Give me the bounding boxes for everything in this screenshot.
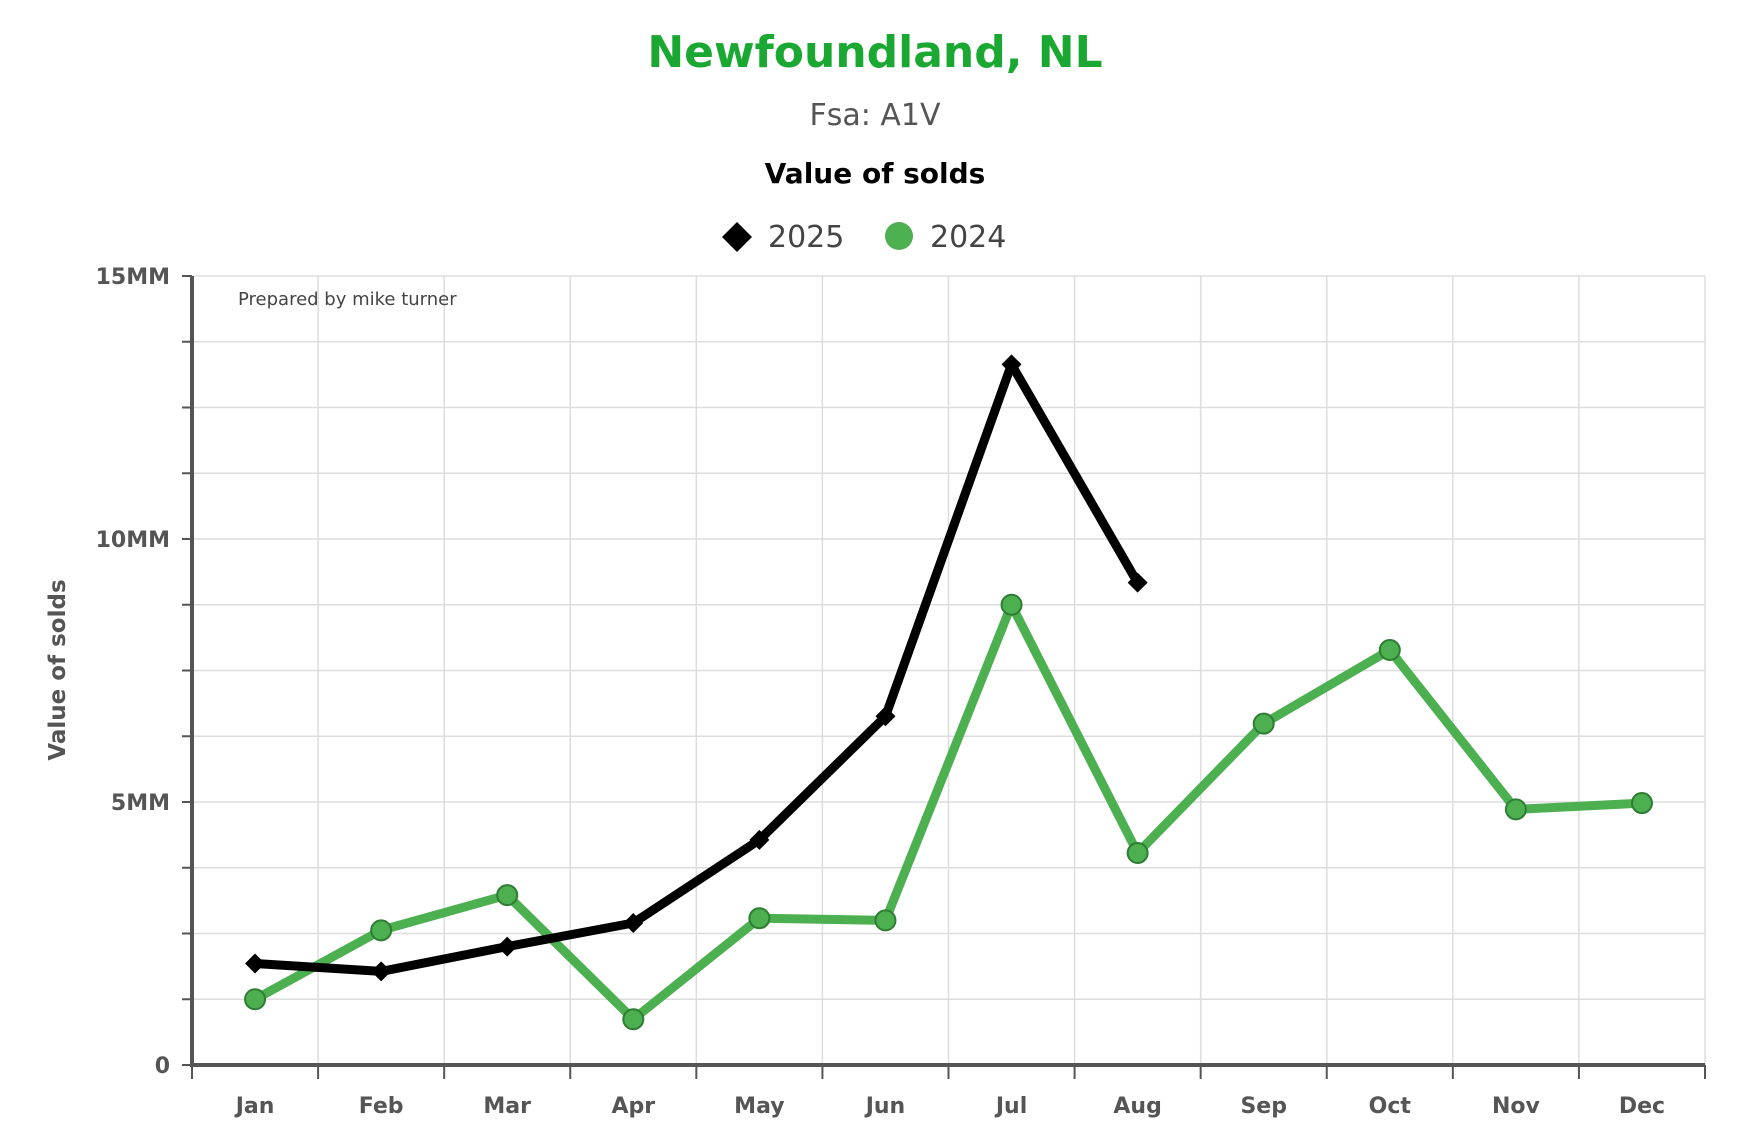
data-point-2024-Sep[interactable] [1252,712,1275,735]
chart-subtitle: Fsa: A1V [809,98,941,133]
x-tick-label: Dec [1619,1094,1665,1119]
legend-circle-icon [885,222,913,250]
legend-diamond-icon [722,222,752,252]
x-tick-label: Aug [1113,1094,1161,1119]
y-tick-label: 15MM [96,265,170,290]
grid [191,275,1706,1066]
data-point-2024-Jan[interactable] [244,988,267,1011]
series-2024 [244,593,1653,1031]
data-point-2025-May[interactable] [749,829,770,850]
data-point-2024-May[interactable] [748,907,771,930]
x-tick-label: Mar [483,1094,531,1119]
legend-item-2025[interactable]: 2025 [722,220,844,255]
axes: 0 5MM 10MM 15MM Jan Feb Mar Apr May Jun Jul Aug Sep O… [96,265,1706,1119]
y-tick-label: 5MM [111,791,170,816]
y-tick-label: 0 [155,1054,170,1079]
data-point-2024-Aug[interactable] [1126,842,1149,865]
x-tick-label: Sep [1240,1094,1287,1119]
x-tick-label: Nov [1492,1094,1541,1119]
data-point-2025-Aug[interactable] [1127,572,1148,593]
legend-item-2024[interactable]: 2024 [885,220,1006,255]
x-tick-label: Apr [611,1094,655,1119]
y-tick-label: 10MM [96,528,170,553]
data-point-2024-Mar[interactable] [496,884,519,907]
series-line-2024 [250,600,1647,1024]
data-point-2024-Apr[interactable] [622,1008,645,1031]
credit-text: Prepared by mike turner [238,289,457,310]
x-tick-label: Jan [234,1094,275,1119]
legend-label-2025: 2025 [768,220,844,255]
data-point-2024-Jul[interactable] [1000,593,1023,616]
legend-label-2024: 2024 [930,220,1006,255]
data-point-2024-Oct[interactable] [1378,638,1401,661]
chart-heading: Value of solds [765,157,986,190]
x-tick-label: Jul [994,1094,1027,1119]
y-axis-label: Value of solds [45,579,71,760]
x-tick-label: Feb [359,1094,404,1119]
series-line-2025 [250,359,1143,976]
data-point-2025-Jul[interactable] [1001,354,1022,375]
data-point-2025-Jan[interactable] [245,953,266,974]
legend: 2025 2024 [722,220,1006,255]
x-tick-label: May [734,1094,784,1119]
series-2025 [245,354,1148,982]
x-tick-label: Jun [864,1094,906,1119]
data-point-2025-Apr[interactable] [623,912,644,933]
data-point-2025-Jun[interactable] [875,706,896,727]
data-point-2025-Mar[interactable] [497,936,518,957]
x-tick-label: Oct [1369,1094,1412,1119]
data-point-2024-Nov[interactable] [1504,798,1527,821]
data-point-2024-Jun[interactable] [874,909,897,932]
chart-title: Newfoundland, NL [647,27,1102,78]
data-point-2024-Feb[interactable] [370,919,393,942]
series [244,354,1653,1031]
data-point-2024-Dec[interactable] [1630,792,1653,815]
data-point-2025-Feb[interactable] [371,961,392,982]
